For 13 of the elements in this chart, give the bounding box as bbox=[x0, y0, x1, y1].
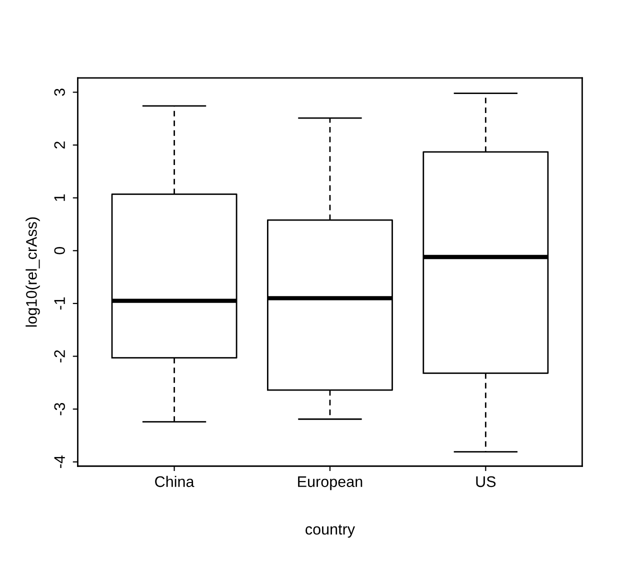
y-tick-label: -2 bbox=[54, 350, 65, 362]
y-axis-title: log10(rel_crAss) bbox=[26, 217, 40, 327]
y-tick-label: -3 bbox=[54, 402, 66, 416]
x-axis-title: country bbox=[306, 524, 355, 538]
y-tick-label: -1 bbox=[54, 297, 65, 310]
x-tick-label: China bbox=[155, 476, 194, 488]
x-tick-label: European bbox=[298, 476, 362, 490]
y-tick-label: 2 bbox=[54, 142, 65, 149]
y-tick-label: 1 bbox=[54, 194, 65, 201]
y-tick-label: 0 bbox=[54, 247, 66, 254]
x-tick-label: US bbox=[476, 476, 496, 488]
y-tick-label: 3 bbox=[54, 88, 66, 96]
y-tick-label: -4 bbox=[54, 456, 65, 468]
